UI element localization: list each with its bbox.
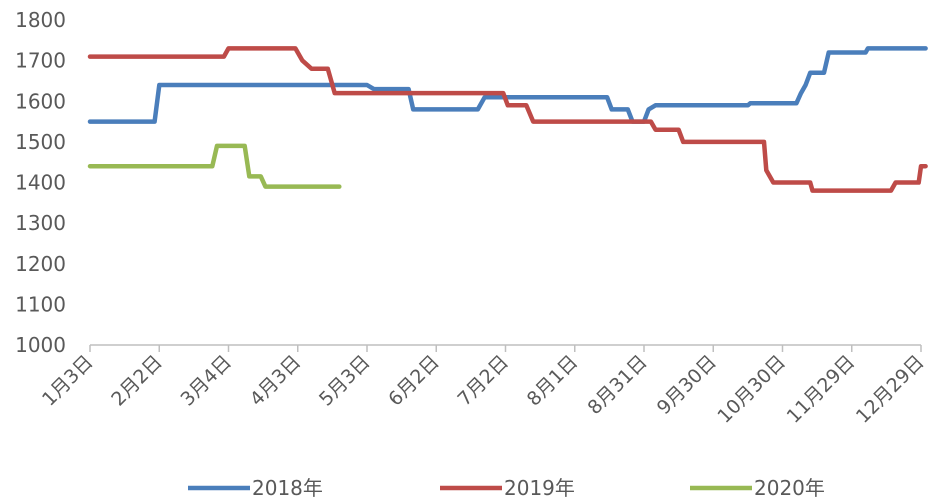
series-line [87,143,342,189]
series-line [87,46,928,124]
x-tick-label: 3月4日 [177,351,237,411]
axes: 1000 1100 1200 1300 1400 1500 1600 1700 1800 1月3日… [15,8,928,428]
x-tick-label: 4月3日 [246,351,306,411]
y-tick-label: 1100 [15,292,66,316]
y-tick-label: 1000 [15,333,66,357]
x-tick-label: 11月29日 [783,351,860,428]
x-tick-label: 5月3日 [315,351,375,411]
legend-label: 2018年 [252,476,323,500]
x-tick-label: 1月3日 [38,351,98,411]
legend-label: 2019年 [504,476,575,500]
x-tick-label: 10月30日 [713,351,790,428]
y-tick-label: 1700 [15,49,66,73]
x-tick-label: 12月29日 [852,351,929,428]
y-tick-label: 1200 [15,252,66,276]
x-tick-label: 9月30日 [653,351,721,419]
x-tick-label: 2月2日 [107,351,167,411]
y-tick-label: 1300 [15,211,66,235]
legend-label: 2020年 [754,476,825,500]
y-tick-label: 1400 [15,171,66,195]
series-line [87,46,928,193]
y-tick-label: 1500 [15,130,66,154]
x-tick-label: 7月2日 [454,351,514,411]
y-tick-label: 1600 [15,89,66,113]
x-tick-label: 8月1日 [523,351,583,411]
legend: 2018年 2019年 2020年 [188,476,825,500]
x-tick-label: 6月2日 [384,351,444,411]
x-tick-label: 8月31日 [583,351,651,419]
series-lines [87,46,928,193]
y-tick-label: 1800 [15,8,66,32]
